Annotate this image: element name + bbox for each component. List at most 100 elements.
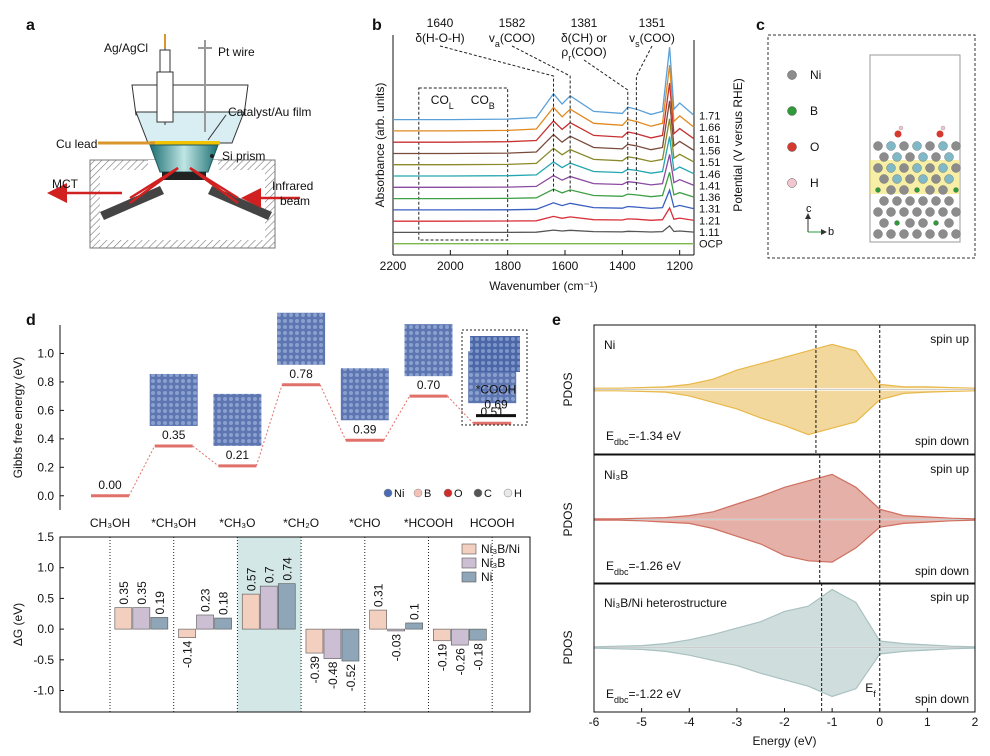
atom — [933, 220, 939, 226]
bar — [323, 628, 342, 659]
legend-label: Ni — [481, 570, 492, 584]
atom — [931, 152, 941, 162]
annotation-label-part: (COO) — [640, 31, 675, 45]
annotation-label-part: (COO) — [571, 45, 606, 59]
x-axis-label: Energy (eV) — [752, 734, 816, 748]
atom — [873, 207, 883, 217]
x-tick-label: 1400 — [609, 259, 636, 273]
inset-box — [461, 329, 528, 426]
atom — [899, 229, 909, 239]
legend-label: Ni₃B — [481, 556, 505, 570]
dbc-label: Edbc=-1.26 eV — [606, 559, 681, 577]
annotation-label: vs(COO) — [629, 31, 675, 49]
spectrum — [393, 172, 695, 200]
x-tick-label: -6 — [589, 715, 600, 729]
x-tick-label: -5 — [636, 715, 647, 729]
adsorbate-model — [277, 312, 326, 365]
value-label: 0.35 — [135, 581, 149, 605]
dbc-label-part: dbc — [614, 437, 629, 447]
plot-frame — [593, 454, 976, 585]
atom — [898, 125, 904, 131]
series-label: 1.51 — [699, 157, 720, 169]
bar — [214, 617, 232, 630]
series-label: OCP — [699, 239, 723, 251]
legend-label: O — [810, 140, 819, 154]
y-tick-label: 1.5 — [37, 530, 54, 544]
y-tick-label: -1.0 — [33, 684, 54, 698]
dbc-label-part: =-1.22 eV — [629, 687, 681, 701]
atom — [918, 196, 928, 206]
setup-schematic — [47, 34, 300, 249]
value-label: 0.19 — [153, 591, 167, 615]
annotation-label-part: δ(H-O-H) — [415, 31, 464, 45]
x-tick-label: 2200 — [380, 259, 407, 273]
x-tick-label: 1800 — [494, 259, 521, 273]
spin-label: spin up — [930, 332, 969, 346]
atom — [936, 130, 944, 138]
value-label: 0.39 — [353, 422, 377, 436]
atom — [914, 187, 920, 193]
value-label: -0.18 — [471, 643, 485, 671]
category-label: *CH₂O — [283, 516, 319, 530]
legend-swatch — [503, 488, 513, 498]
y-tick-label: 0.5 — [37, 591, 54, 605]
dbc-label-part: =-1.34 eV — [629, 429, 681, 443]
value-label: -0.52 — [344, 664, 358, 692]
bar — [114, 607, 133, 630]
atom — [905, 196, 915, 206]
region-label-part: CO — [471, 93, 489, 107]
annotation-label-part: (COO) — [500, 31, 535, 45]
spectrum — [393, 136, 695, 177]
atom — [944, 152, 954, 162]
label: Cu lead — [56, 137, 97, 151]
value-label: 0.21 — [226, 448, 250, 462]
label: Infrared — [272, 179, 313, 193]
annotation-label: δ(CH) or — [561, 31, 607, 45]
dos-area — [594, 343, 976, 389]
category-label: *CH₃OH — [151, 516, 196, 530]
value-label: 0.57 — [244, 567, 258, 591]
axis-label: c — [806, 203, 812, 215]
atom — [873, 141, 883, 151]
x-tick-label: 1600 — [552, 259, 579, 273]
spectrum — [393, 100, 695, 155]
atom — [873, 229, 883, 239]
atom — [938, 229, 948, 239]
panel-title: Ni — [604, 338, 615, 352]
series-label: 1.41 — [699, 180, 720, 192]
dbc-label-part: dbc — [614, 567, 629, 577]
atom — [892, 196, 902, 206]
panel-label: a — [26, 17, 35, 34]
y-axis-label: PDOS — [561, 502, 575, 536]
y-tick-label: 0.6 — [37, 403, 54, 417]
annotation-label-part: v — [489, 31, 495, 45]
atom — [925, 207, 935, 217]
value-label: 0.35 — [117, 581, 131, 605]
atom — [879, 152, 889, 162]
annotation-label-part: r — [568, 53, 571, 63]
legend-label: Ni — [810, 68, 821, 82]
legend-swatch — [413, 488, 423, 498]
connector — [128, 445, 156, 496]
annotation-label-part: a — [495, 39, 500, 49]
annotation-label-part: s — [635, 39, 640, 49]
y-tick-label: -0.5 — [33, 653, 54, 667]
value-label: 0.31 — [372, 583, 386, 607]
plot-frame — [59, 536, 531, 713]
x-tick-label: 1200 — [666, 259, 693, 273]
legend-swatch — [787, 142, 797, 152]
atom — [879, 174, 889, 184]
bar — [341, 628, 360, 662]
spectrum — [393, 118, 695, 166]
label: Ag/AgCl — [104, 41, 148, 55]
value-label: -0.26 — [453, 648, 467, 676]
atom — [894, 220, 900, 226]
label: Catalyst/Au film — [228, 105, 311, 119]
atom — [951, 163, 961, 173]
annotation-label: ρr(COO) — [561, 45, 606, 63]
atom — [886, 229, 896, 239]
connector — [192, 445, 219, 467]
y-axis-label: Absorbance (arb. units) — [373, 83, 387, 208]
y2-axis-label: Potential (V versus RHE) — [731, 78, 745, 211]
